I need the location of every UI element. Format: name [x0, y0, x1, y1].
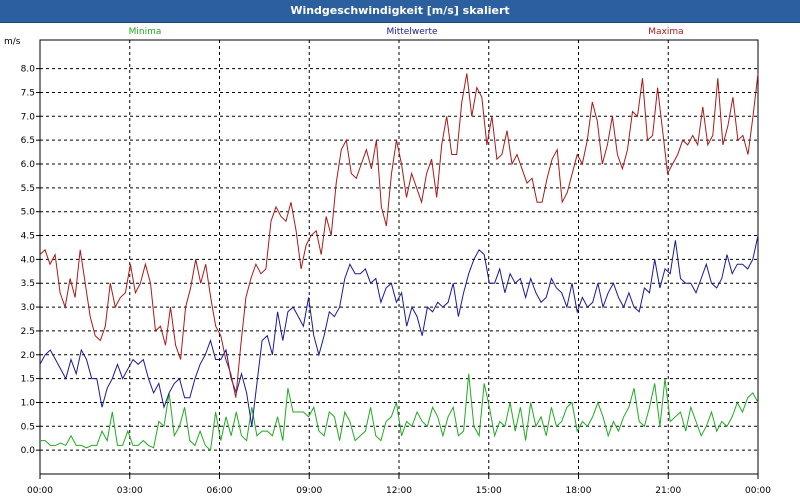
x-tick-time-label: 00:00	[27, 486, 53, 496]
y-tick-label: 0.5	[21, 422, 35, 432]
x-tick-time-label: 21:00	[655, 486, 681, 496]
legend: Minima Mittelwerte Maxima	[129, 27, 684, 37]
series-lines	[39, 73, 759, 452]
y-tick-label: 5.5	[21, 184, 35, 194]
y-tick-label: 6.0	[21, 160, 36, 170]
y-tick-label: 3.0	[21, 303, 36, 313]
y-tick-label: 6.5	[21, 136, 35, 146]
y-tick-label: 1.0	[21, 398, 36, 408]
window-title: Windgeschwindigkeit [m/s] skaliert	[290, 4, 510, 17]
series-line-minima	[40, 373, 759, 452]
y-tick-label: 4.0	[21, 255, 36, 265]
y-tick-label: 1.5	[21, 375, 35, 385]
x-tick-time-label: 15:00	[476, 486, 502, 496]
wind-speed-chart: 0.0 0.5 1.0 1.5 2.0 2.5 3.0 3.5 4.0 4.5 5.0 5.5 6.0 6…	[4, 27, 771, 496]
y-axis-label: m/s	[4, 37, 21, 47]
y-tick-label: 7.5	[21, 88, 35, 98]
y-tick-label: 7.0	[21, 112, 36, 122]
legend-entry-mittelwerte: Mittelwerte	[386, 27, 437, 37]
legend-entry-minima: Minima	[129, 27, 162, 37]
x-tick-time-label: 00:00	[745, 486, 771, 496]
y-tick-label: 2.0	[21, 351, 36, 361]
x-tick-time-label: 12:00	[386, 486, 412, 496]
x-tick-time-label: 09:00	[296, 486, 322, 496]
y-tick-label: 3.5	[21, 279, 35, 289]
legend-entry-maxima: Maxima	[648, 27, 683, 37]
y-axis: 0.0 0.5 1.0 1.5 2.0 2.5 3.0 3.5 4.0 4.5 5.0 5.5 6.0 6…	[21, 65, 40, 456]
x-tick-time-label: 18:00	[566, 486, 592, 496]
y-tick-label: 8.0	[21, 65, 36, 75]
window-titlebar: Windgeschwindigkeit [m/s] skaliert	[0, 0, 800, 23]
y-tick-label: 5.0	[21, 208, 36, 218]
x-tick-time-label: 06:00	[207, 486, 233, 496]
y-tick-label: 2.5	[21, 327, 35, 337]
y-tick-label: 0.0	[21, 446, 36, 456]
y-tick-label: 4.5	[21, 232, 35, 242]
series-line-maxima	[39, 73, 759, 398]
series-line-mittelwerte	[39, 235, 759, 427]
x-axis: 00:0005.11.1603:0005.11.1606:0005.11.160…	[27, 474, 771, 496]
x-tick-time-label: 03:00	[117, 486, 143, 496]
